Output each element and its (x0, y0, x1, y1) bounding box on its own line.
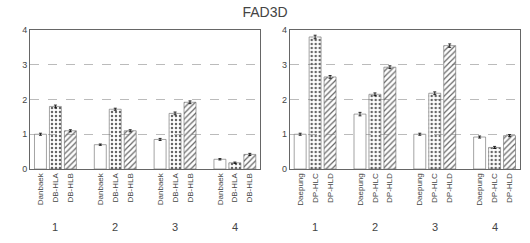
svg-text:DP-HLD: DP-HLD (445, 173, 454, 203)
svg-text:DP-HLD: DP-HLD (326, 173, 335, 203)
svg-text:DB-HLA: DB-HLA (111, 173, 120, 203)
svg-text:DB-HLA: DB-HLA (51, 173, 60, 203)
svg-text:3: 3 (282, 60, 287, 70)
svg-text:DB-HLA: DB-HLA (171, 173, 180, 203)
svg-text:1: 1 (282, 129, 287, 139)
svg-text:4: 4 (232, 221, 238, 233)
svg-text:1: 1 (52, 221, 58, 233)
svg-text:Daepung: Daepung (415, 173, 424, 205)
svg-text:0: 0 (282, 164, 287, 174)
svg-text:DP-HLC: DP-HLC (490, 173, 499, 203)
svg-text:2: 2 (112, 221, 118, 233)
svg-text:Daepung: Daepung (296, 173, 305, 205)
svg-text:2: 2 (22, 95, 27, 105)
svg-text:3: 3 (432, 221, 438, 233)
svg-text:4: 4 (22, 25, 27, 35)
svg-text:DB-HLB: DB-HLB (186, 173, 195, 202)
svg-text:Danbaek: Danbaek (96, 172, 105, 205)
svg-text:Danbaek: Danbaek (36, 172, 45, 205)
svg-text:DB-HLB: DB-HLB (66, 173, 75, 202)
svg-text:FAD3D: FAD3D (242, 4, 287, 20)
svg-text:DB-HLB: DB-HLB (126, 173, 135, 202)
svg-text:Daepung: Daepung (356, 173, 365, 205)
svg-text:3: 3 (22, 60, 27, 70)
svg-text:2: 2 (372, 221, 378, 233)
svg-text:Danbaek: Danbaek (156, 172, 165, 205)
svg-text:4: 4 (492, 221, 498, 233)
svg-text:1: 1 (22, 129, 27, 139)
svg-text:4: 4 (282, 25, 287, 35)
svg-text:3: 3 (172, 221, 178, 233)
svg-text:DP-HLD: DP-HLD (386, 173, 395, 203)
svg-text:Daepung: Daepung (475, 173, 484, 205)
svg-text:0: 0 (22, 164, 27, 174)
svg-text:DP-HLC: DP-HLC (371, 173, 380, 203)
svg-text:1: 1 (312, 221, 318, 233)
svg-text:DP-HLC: DP-HLC (430, 173, 439, 203)
svg-text:Danbaek: Danbaek (216, 172, 225, 205)
svg-text:DB-HLB: DB-HLB (245, 173, 254, 202)
svg-text:DP-HLC: DP-HLC (311, 173, 320, 203)
svg-text:DB-HLA: DB-HLA (230, 173, 239, 203)
svg-text:2: 2 (282, 95, 287, 105)
svg-text:DP-HLD: DP-HLD (505, 173, 514, 203)
